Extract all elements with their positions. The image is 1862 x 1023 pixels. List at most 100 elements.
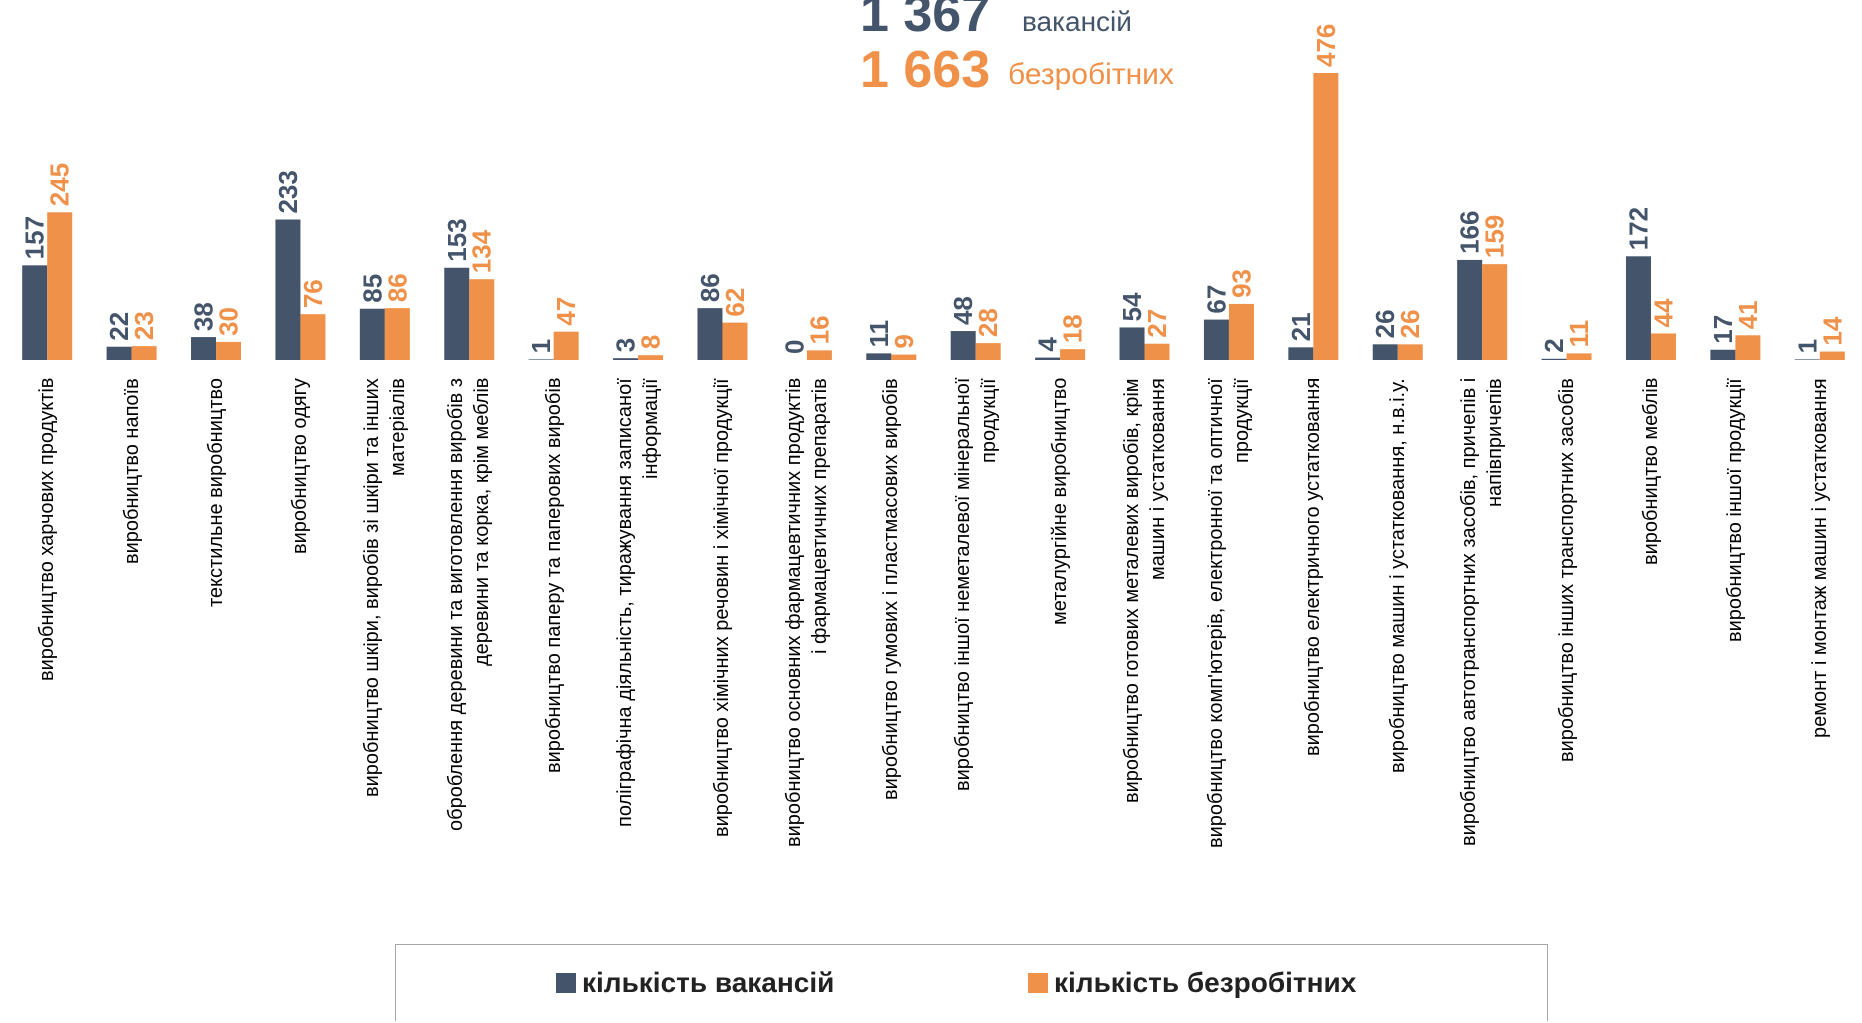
- x-tick-label: виробництво електричного устатковання: [1302, 378, 1325, 757]
- bar: [191, 337, 217, 360]
- x-tick-label: ремонт і монтаж машин і устатковання: [1808, 378, 1831, 738]
- bar: [613, 358, 639, 360]
- bar: [1397, 344, 1423, 360]
- value-label: 22: [104, 312, 134, 341]
- bar: [1457, 259, 1483, 360]
- annotation-text: вакансій: [1022, 6, 1132, 37]
- value-label: 67: [1201, 285, 1231, 314]
- value-label: 16: [804, 315, 834, 344]
- bar: [1482, 264, 1508, 360]
- bar: [806, 350, 832, 360]
- bar: [975, 343, 1001, 360]
- legend: кількість вакансій кількість безробітних: [395, 944, 1548, 1021]
- value-label: 476: [1311, 24, 1341, 67]
- bar: [300, 314, 326, 360]
- value-label: 47: [551, 297, 581, 326]
- value-label: 2: [1539, 338, 1569, 352]
- x-tick-label: виробництво хімічних речовин і хімічної …: [711, 378, 734, 837]
- bar: [1566, 353, 1592, 360]
- x-tick-label: металургійне виробництво: [1049, 378, 1072, 626]
- value-label: 44: [1648, 298, 1678, 327]
- legend-item: кількість вакансій: [556, 967, 834, 999]
- legend-label: кількість вакансій: [582, 967, 835, 998]
- bar: [722, 322, 748, 360]
- value-label: 62: [720, 288, 750, 317]
- value-label: 166: [1455, 211, 1485, 254]
- value-label: 157: [20, 216, 50, 259]
- x-tick-label: виробництво комп'ютерів, електронної та …: [1204, 378, 1253, 848]
- annotation-text: безробітних: [1008, 58, 1174, 91]
- bar: [131, 346, 157, 360]
- x-tick-label: виробництво машин і устатковання, н.в.і.…: [1386, 378, 1409, 773]
- bar: [1203, 319, 1229, 360]
- bar: [444, 267, 470, 360]
- value-label: 172: [1623, 207, 1653, 250]
- value-label: 1: [1792, 339, 1822, 353]
- bar: [1288, 347, 1314, 360]
- value-label: 28: [973, 308, 1003, 337]
- annotation-number: 1 663: [860, 41, 991, 99]
- value-label: 93: [1226, 269, 1256, 298]
- bar: [1119, 327, 1145, 360]
- legend-swatch: [556, 973, 576, 993]
- bar: [553, 331, 579, 360]
- bar: [47, 212, 73, 360]
- value-label: 23: [129, 311, 159, 340]
- value-label: 26: [1370, 309, 1400, 338]
- value-label: 26: [1395, 309, 1425, 338]
- bar: [275, 219, 301, 360]
- value-label: 0: [779, 340, 809, 354]
- x-tick-label: виробництво інших транспортних засобів: [1555, 378, 1578, 762]
- bar: [1735, 335, 1761, 360]
- value-label: 17: [1708, 315, 1738, 344]
- x-tick-label: оброблення деревини та виготовлення виро…: [445, 378, 494, 831]
- value-label: 11: [1564, 320, 1594, 348]
- bar: [1650, 333, 1676, 360]
- bar: [638, 355, 664, 360]
- x-tick-label: текстильне виробництво: [205, 378, 228, 608]
- bar: [1625, 256, 1651, 360]
- x-tick-label: виробництво напоїв: [120, 378, 143, 564]
- bar: [1372, 344, 1398, 360]
- x-tick-label: виробництво гумових і пластмасових вироб…: [880, 378, 903, 800]
- value-label: 233: [273, 170, 303, 213]
- legend-item: кількість безробітних: [1028, 967, 1356, 999]
- bar: [469, 279, 495, 360]
- legend-label: кількість безробітних: [1054, 967, 1357, 998]
- value-label: 134: [467, 229, 497, 273]
- bar: [384, 308, 410, 360]
- x-tick-label: виробництво основних фармацевтичних прод…: [782, 378, 831, 848]
- value-label: 86: [382, 273, 412, 302]
- value-label: 1: [526, 339, 556, 353]
- legend-swatch: [1028, 973, 1048, 993]
- bar: [106, 346, 132, 360]
- bar: [866, 353, 892, 360]
- bar: [1819, 351, 1845, 360]
- value-label: 30: [214, 307, 244, 336]
- value-label: 153: [442, 218, 472, 261]
- x-tick-label: виробництво іншої продукції: [1724, 378, 1747, 642]
- annotation-number: 1 367: [860, 0, 991, 43]
- value-label: 48: [948, 296, 978, 325]
- x-tick-label: виробництво паперу та паперових виробів: [542, 378, 565, 774]
- bar: [22, 265, 48, 360]
- value-label: 11: [864, 320, 894, 348]
- x-tick-label: виробництво готових металевих виробів, к…: [1120, 378, 1169, 803]
- bar: [1313, 73, 1339, 360]
- value-label: 18: [1058, 314, 1088, 343]
- value-label: 245: [45, 163, 75, 206]
- bar: [1541, 358, 1567, 360]
- x-tick-label: виробництво меблів: [1639, 378, 1662, 566]
- bar: [528, 359, 554, 360]
- value-label: 14: [1817, 316, 1847, 345]
- bar: [359, 308, 385, 360]
- bar: [1228, 303, 1254, 360]
- bar: [1035, 357, 1061, 360]
- value-label: 38: [189, 302, 219, 331]
- value-label: 27: [1142, 309, 1172, 338]
- value-label: 159: [1480, 215, 1510, 258]
- bar: [1060, 349, 1086, 360]
- x-tick-label: виробництво іншої неметалевої мінерально…: [951, 378, 1000, 792]
